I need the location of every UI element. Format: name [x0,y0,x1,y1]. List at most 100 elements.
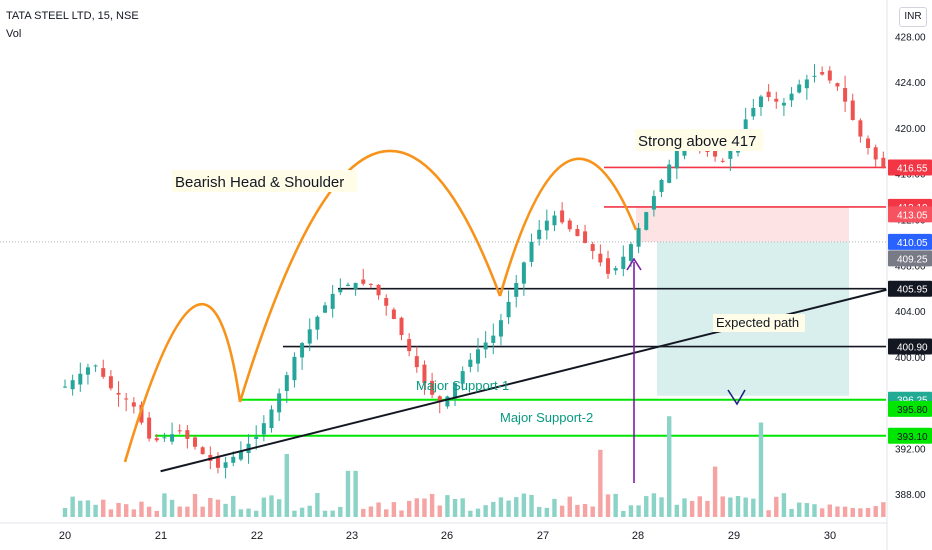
volume-bar-11 [146,506,152,517]
candle-8 [124,392,129,412]
volume-bar-36 [338,506,343,517]
volume-bar-47 [422,498,427,517]
volume-bar-60 [521,493,527,517]
candle-21 [223,456,228,479]
volume-bar-2 [78,500,83,517]
volume-bar-6 [108,509,114,517]
volume-bar-99 [819,508,825,517]
annotation-2: Expected path [716,315,799,330]
candle-20 [215,452,220,474]
volume-bar-84 [705,500,710,517]
candle-40 [368,283,373,289]
candle-69 [590,241,595,260]
price-badge-416.55 [888,159,932,176]
volume-bar-33 [315,493,320,517]
candle-49 [437,395,442,414]
volume-bar-93 [774,496,779,517]
volume-bar-68 [582,504,588,517]
candle-76 [644,211,649,231]
volume-bar-1 [70,496,75,517]
volume-bar-61 [529,494,534,517]
candle-51 [453,382,458,407]
volume-bar-13 [162,493,167,517]
volume-bar-21 [223,503,228,517]
candle-32 [307,318,312,351]
candle-1 [70,374,75,396]
volume-bar-41 [376,502,381,517]
candle-63 [544,209,549,240]
volume-bar-87 [728,497,733,517]
candle-59 [514,275,519,308]
currency-button[interactable]: INR [899,7,927,27]
volume-bar-0 [62,507,68,517]
volume-bar-3 [85,500,91,517]
volume-bar-105 [865,507,871,517]
volume-bar-57 [498,497,504,517]
volume-bar-26 [261,497,267,517]
volume-bar-53 [468,510,473,517]
volume-bar-7 [116,502,121,517]
candle-62 [537,219,542,246]
volume-bar-55 [483,505,488,517]
annotation-4: Major Support-2 [500,410,593,425]
volume-bar-35 [330,510,335,517]
volume-bar-65 [559,505,565,517]
price-badge-395.80 [888,400,932,417]
volume-bar-100 [827,504,832,517]
volume-bar-29 [284,454,289,517]
candle-27 [269,405,274,433]
volume-bar-69 [590,506,595,517]
candle-66 [567,218,572,232]
volume-bar-46 [414,498,420,517]
volume-label: Vol [6,28,22,40]
annotation-0: Bearish Head & Shoulder [175,174,344,191]
candle-68 [583,224,588,244]
candle-50 [445,395,450,409]
volume-bar-86 [720,496,725,517]
price-badge-text-393.10: 393.10 [897,432,928,443]
candle-103 [850,93,855,121]
volume-bar-45 [406,500,412,517]
volume-bar-56 [491,501,496,517]
price-badge-text-400.90: 400.90 [897,343,928,354]
x-tick-26: 26 [441,530,453,542]
candle-71 [606,250,611,279]
candle-77 [651,190,656,217]
volume-bar-88 [735,495,741,517]
volume-bar-52 [460,498,465,517]
volume-bar-24 [246,508,251,517]
volume-bar-66 [567,496,572,517]
volume-bar-54 [475,508,481,517]
candle-45 [407,333,412,357]
volume-bar-78 [659,497,664,517]
volume-bar-28 [276,499,282,517]
volume-bar-70 [598,449,603,517]
volume-bar-49 [437,505,442,517]
volume-bar-39 [361,508,366,517]
volume-bar-62 [536,506,542,517]
volume-bar-85 [712,466,718,517]
candle-75 [636,223,641,254]
volume-bar-10 [139,501,144,517]
candle-25 [254,425,259,450]
volume-bar-48 [429,493,435,517]
volume-bar-50 [445,495,450,517]
candle-3 [85,363,90,385]
candle-97 [804,74,809,100]
candle-11 [147,411,152,442]
volume-bar-91 [758,422,764,517]
y-tick-420: 420.00 [895,124,926,135]
volume-bar-58 [506,500,511,517]
candle-106 [873,144,878,167]
annotation-3: Major Support-1 [416,378,509,393]
price-badge-405.95 [888,280,932,297]
candle-57 [498,313,503,346]
candle-41 [376,284,381,300]
volume-bar-9 [131,509,137,517]
volume-bar-31 [299,507,305,517]
annotation-bg-0 [172,170,357,192]
candle-54 [475,338,480,372]
head-and-shoulders-arcs [123,149,638,463]
volume-bar-23 [238,509,244,517]
